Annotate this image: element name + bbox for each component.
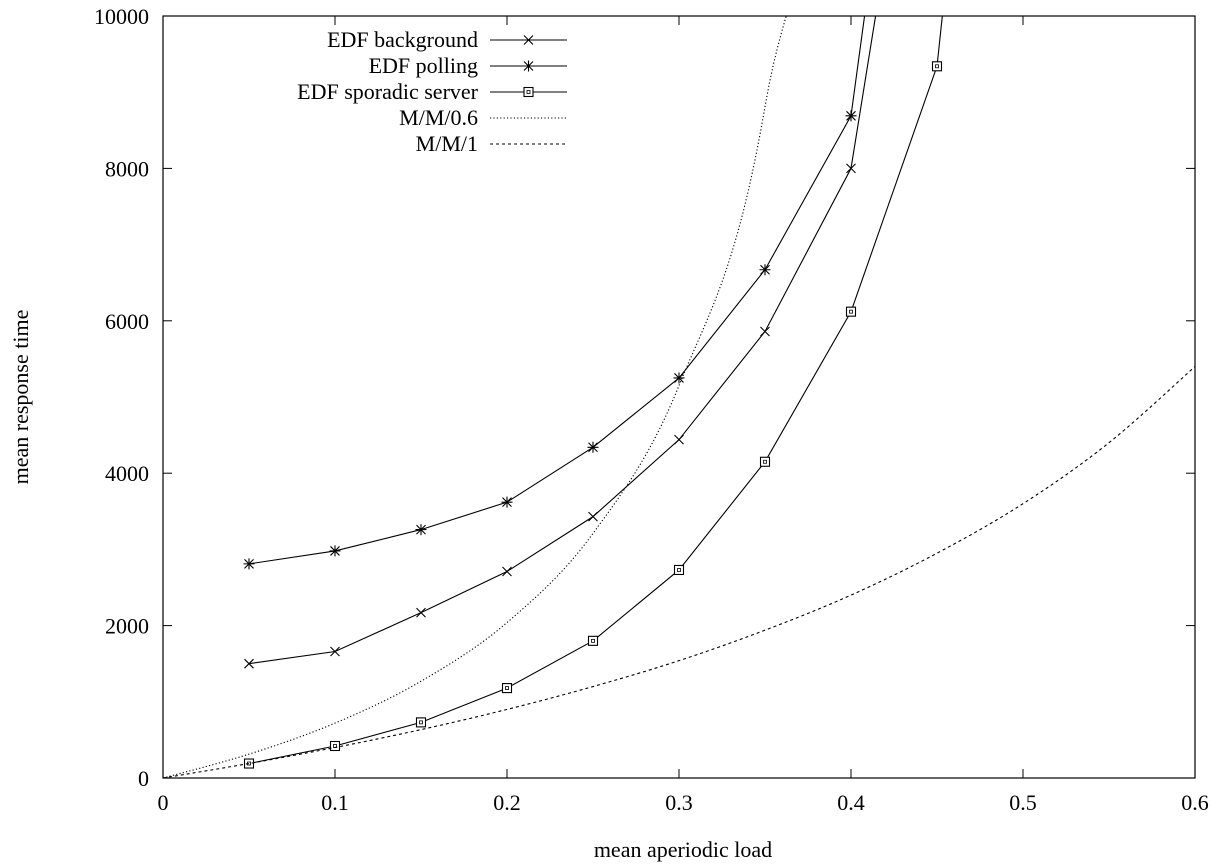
x-tick-label: 0.3 xyxy=(665,790,693,815)
data-point-edf-background xyxy=(416,607,426,618)
data-point-edf-sporadic-server xyxy=(329,740,341,752)
data-point-edf-background xyxy=(588,511,598,522)
series-edf-background xyxy=(244,16,877,669)
data-point-edf-sporadic-server-inner xyxy=(935,64,939,69)
x-tick-label: 0.5 xyxy=(1009,790,1037,815)
data-point-edf-polling xyxy=(329,545,341,557)
data-point-edf-background xyxy=(502,566,512,577)
data-point-edf-sporadic-server xyxy=(845,306,857,317)
data-point-edf-sporadic-server xyxy=(931,61,943,72)
data-point-edf-sporadic-server-inner xyxy=(505,686,509,690)
data-point-edf-polling xyxy=(587,441,599,453)
data-point-edf-sporadic-server-inner xyxy=(419,720,423,725)
data-point-edf-sporadic-server xyxy=(243,758,255,769)
data-point-edf-polling xyxy=(759,264,771,276)
legend-label-m-m-0-6: M/M/0.6 xyxy=(399,105,478,130)
series-edf-sporadic-server xyxy=(243,16,943,769)
x-axis: 0 0.1 0.2 0.3 0.4 0.5 0.6 xyxy=(158,16,1209,815)
legend-marker-edf-sporadic-server-inner xyxy=(526,90,531,94)
y-axis-label: mean response time xyxy=(8,310,33,485)
data-point-edf-polling xyxy=(243,558,255,570)
data-point-edf-sporadic-server xyxy=(759,456,771,467)
legend-marker-edf-polling xyxy=(523,60,534,72)
legend-label-m-m-1: M/M/1 xyxy=(416,131,478,156)
data-point-edf-background xyxy=(674,434,684,445)
x-axis-label: mean aperiodic load xyxy=(594,837,772,862)
data-point-edf-sporadic-server-inner xyxy=(591,638,595,643)
data-point-edf-background xyxy=(846,163,856,174)
series-m-m-0-6 xyxy=(163,16,787,778)
y-tick-label: 2000 xyxy=(105,614,149,639)
legend-label-edf-polling: EDF polling xyxy=(369,53,478,78)
series-edf-polling xyxy=(243,16,866,570)
data-point-edf-background xyxy=(244,658,254,669)
data-point-edf-sporadic-server-inner xyxy=(763,459,767,464)
data-point-edf-sporadic-server-inner xyxy=(849,309,853,314)
legend-marker-edf-sporadic-server xyxy=(523,86,534,98)
y-axis: 0 2000 4000 6000 8000 10000 xyxy=(94,4,1195,791)
legend-marker-edf-background xyxy=(523,35,534,45)
data-point-edf-background xyxy=(330,646,340,657)
x-tick-label: 0 xyxy=(158,790,169,815)
x-tick-label: 0.1 xyxy=(321,790,349,815)
y-tick-label: 0 xyxy=(138,766,149,791)
series-line-m-m-1 xyxy=(163,366,1195,778)
series-m-m-1 xyxy=(163,366,1195,778)
series-layer xyxy=(163,16,1195,778)
x-tick-label: 0.4 xyxy=(837,790,865,815)
legend-label-edf-sporadic-server: EDF sporadic server xyxy=(297,79,479,104)
legend-label-edf-background: EDF background xyxy=(327,27,478,52)
data-point-edf-sporadic-server xyxy=(501,683,513,694)
data-point-edf-sporadic-server xyxy=(587,635,599,646)
data-point-edf-polling xyxy=(845,110,857,122)
y-tick-label: 8000 xyxy=(105,156,149,181)
series-line-edf-sporadic-server xyxy=(248,16,943,765)
y-tick-label: 6000 xyxy=(105,309,149,334)
y-tick-label: 4000 xyxy=(105,461,149,486)
data-point-edf-polling xyxy=(415,524,427,536)
x-tick-label: 0.2 xyxy=(493,790,521,815)
data-point-edf-polling xyxy=(501,496,513,508)
series-line-m-m-0-6 xyxy=(163,16,787,778)
data-point-edf-sporadic-server xyxy=(415,717,427,728)
data-point-edf-sporadic-server-inner xyxy=(677,568,681,572)
data-point-edf-background xyxy=(760,326,770,337)
x-tick-label: 0.6 xyxy=(1181,790,1209,815)
y-tick-label: 10000 xyxy=(94,4,149,29)
data-point-edf-sporadic-server xyxy=(673,564,685,576)
data-point-edf-polling xyxy=(673,372,685,384)
